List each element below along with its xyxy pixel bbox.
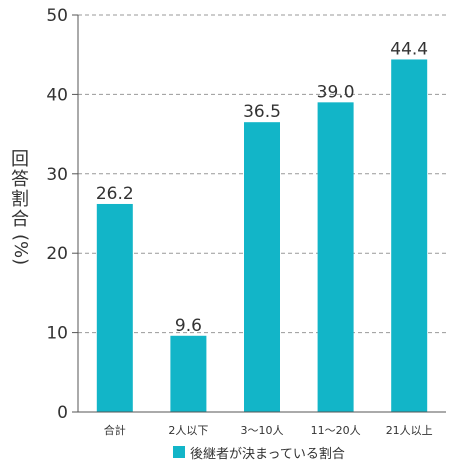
value-label: 39.0 [317, 82, 355, 102]
y-tick-label: 0 [57, 403, 68, 423]
bar [244, 122, 280, 412]
x-tick-label: 11〜20人 [311, 424, 361, 437]
legend: 後継者が決まっている割合 [173, 444, 345, 462]
value-label: 36.5 [243, 102, 281, 122]
axes [77, 15, 446, 413]
x-tick-label: 3〜10人 [241, 424, 284, 437]
bar [96, 203, 133, 412]
x-tick-labels: 合計 2人以下 3〜10人 11〜20人 21人以上 [104, 423, 433, 437]
y-tick-label: 50 [46, 6, 68, 26]
y-axis-label: 回 答 割 合 (%) [8, 149, 32, 266]
y-axis-label-unit: (%) [10, 234, 31, 266]
y-axis-label-char: 合 [11, 209, 29, 230]
bar [170, 335, 207, 412]
x-tick-label: 21人以上 [386, 424, 433, 437]
bars [96, 59, 428, 413]
y-tick-label: 40 [46, 85, 68, 105]
legend-label: 後継者が決まっている割合 [190, 446, 345, 462]
y-tick-labels: 0 10 20 30 40 50 [46, 6, 68, 423]
y-axis-label-char: 割 [11, 189, 29, 210]
y-tick-label: 20 [46, 244, 68, 264]
y-tick-label: 30 [46, 165, 68, 185]
legend-swatch [173, 446, 185, 458]
value-labels: 26.2 9.6 36.5 39.0 44.4 [96, 39, 428, 335]
value-label: 26.2 [96, 184, 134, 204]
bar [391, 59, 428, 413]
x-tick-label: 2人以下 [168, 424, 208, 437]
y-axis-label-char: 回 [11, 149, 29, 170]
bar [317, 102, 354, 412]
x-tick-label: 合計 [104, 423, 126, 437]
value-label: 44.4 [390, 39, 428, 59]
y-axis-label-char: 答 [11, 169, 29, 190]
value-label: 9.6 [175, 316, 202, 336]
y-tick-label: 10 [46, 324, 68, 344]
